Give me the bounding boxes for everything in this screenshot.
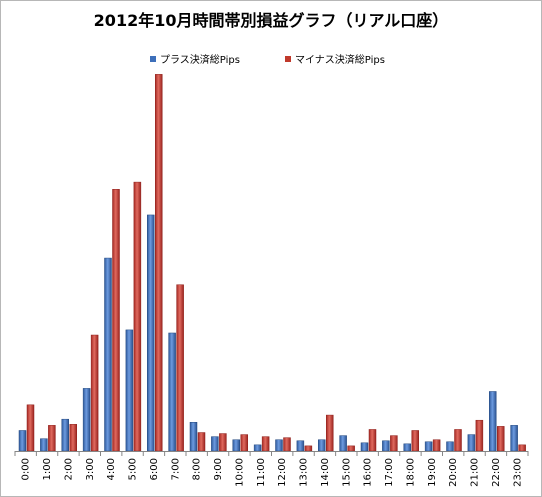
plus-bar (318, 439, 326, 452)
plus-bar (61, 418, 69, 452)
plus-bar (18, 430, 27, 452)
plus-bar (211, 436, 219, 452)
legend-label-plus: プラス決済総Pips (160, 53, 240, 66)
plus-bar (360, 442, 369, 452)
legend-label-minus: マイナス決済総Pips (295, 53, 385, 66)
plus-bar (339, 435, 347, 452)
minus-bar (133, 181, 142, 452)
minus-bar (368, 429, 377, 452)
chart-title: 2012年10月時間帯別損益グラフ（リアル口座） (94, 11, 449, 30)
plus-bar (125, 329, 134, 452)
minus-bar (219, 433, 227, 452)
x-tick-label: 20:00 (448, 458, 459, 487)
x-tick-label: 23:00 (512, 458, 523, 487)
minus-bar (304, 445, 313, 452)
x-tick-label: 22:00 (491, 458, 502, 487)
plus-bar (382, 440, 390, 452)
x-tick-label: 18:00 (405, 458, 416, 487)
x-tick-label: 13:00 (299, 458, 310, 487)
x-tick-label: 9:00 (213, 458, 224, 480)
plus-bar (296, 440, 305, 452)
plus-bar (253, 444, 262, 452)
legend-swatch-plus (150, 56, 156, 62)
plus-bar (40, 438, 48, 452)
minus-bar (69, 424, 77, 452)
legend-swatch-minus (285, 56, 291, 62)
minus-bar (26, 404, 35, 452)
x-tick-label: 2:00 (63, 458, 74, 480)
x-tick-label: 8:00 (192, 458, 203, 480)
minus-bar (326, 414, 334, 452)
x-tick-label: 1:00 (42, 458, 53, 480)
x-tick-label: 15:00 (341, 458, 352, 487)
legend: プラス決済総Pips マイナス決済総Pips (150, 53, 385, 66)
x-tick-label: 4:00 (106, 458, 117, 480)
x-tick-label: 17:00 (384, 458, 395, 487)
minus-bar (518, 444, 526, 452)
minus-bar (432, 439, 441, 452)
minus-bar (90, 334, 99, 452)
plus-bar (489, 391, 497, 452)
plus-bar (424, 441, 433, 452)
x-tick-label: 14:00 (320, 458, 331, 487)
plus-bar (82, 388, 91, 452)
x-tick-label: 3:00 (85, 458, 96, 480)
minus-bar (390, 435, 398, 452)
plus-bar (147, 214, 155, 452)
minus-bar (497, 426, 505, 452)
minus-bar (475, 419, 484, 452)
minus-bar (240, 434, 248, 452)
plus-bar (104, 257, 112, 452)
minus-bar (155, 74, 163, 452)
minus-bar (347, 445, 355, 452)
minus-bar (48, 425, 56, 452)
x-tick-label: 16:00 (363, 458, 374, 487)
x-tick-label: 10:00 (234, 458, 245, 487)
x-tick-label: 21:00 (470, 458, 481, 487)
plus-bar (275, 439, 283, 452)
minus-bar (197, 432, 206, 452)
x-tick-label: 0:00 (21, 458, 32, 480)
x-tick-label: 19:00 (427, 458, 438, 487)
minus-bar (261, 436, 270, 452)
x-tick-label: 11:00 (256, 458, 267, 487)
plus-bar (189, 422, 198, 452)
plus-bar (510, 425, 518, 452)
plot-area: 0:00 1:00 2:00 3:00 4:00 5:00 6:00 7:00 8:00 9:00… (14, 74, 529, 487)
minus-bar (112, 189, 120, 452)
x-tick-label: 7:00 (170, 458, 181, 480)
x-tick-label: 12:00 (277, 458, 288, 487)
plus-bar (467, 434, 476, 452)
x-tick-label: 6:00 (149, 458, 160, 480)
plus-bar (446, 441, 454, 452)
minus-bar (176, 284, 184, 452)
plus-bar (168, 332, 176, 452)
x-tick-label: 5:00 (128, 458, 139, 480)
minus-bar (454, 429, 462, 452)
minus-bar (283, 437, 291, 452)
minus-bar (411, 430, 419, 452)
plus-bar (403, 443, 411, 452)
plus-bar (232, 439, 240, 452)
